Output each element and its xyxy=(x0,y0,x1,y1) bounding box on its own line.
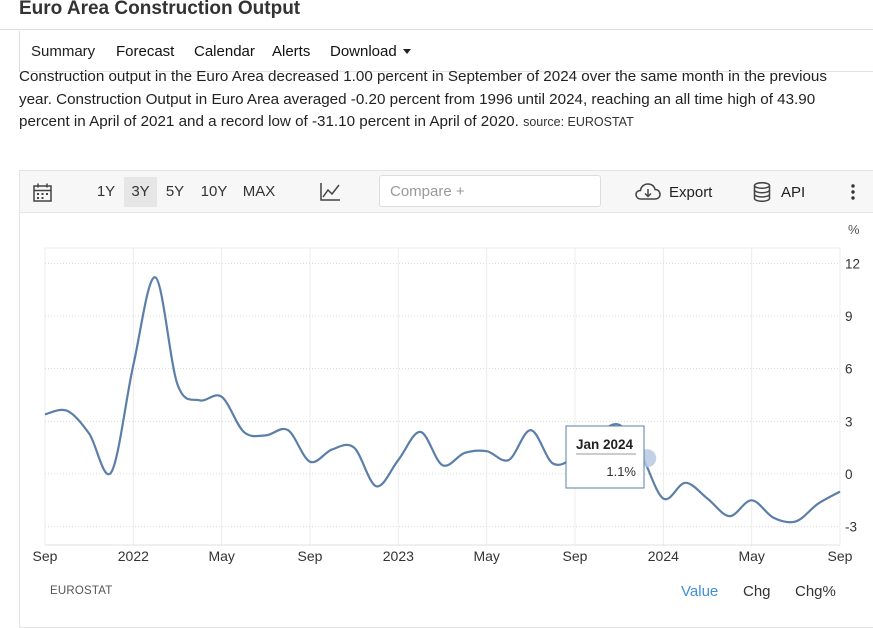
kebab-menu-icon[interactable] xyxy=(850,184,856,205)
x-tick-label: May xyxy=(473,548,499,564)
range-10y-button[interactable]: 10Y xyxy=(200,183,228,200)
compare-input[interactable]: Compare + xyxy=(379,175,601,207)
tab-alerts[interactable]: Alerts xyxy=(272,43,311,60)
x-tick-label: 2022 xyxy=(118,548,149,564)
description-line: percent in April of 2021 and a record lo… xyxy=(19,111,873,130)
y-tick-label: 9 xyxy=(845,309,853,324)
tooltip-value: 1.1% xyxy=(606,464,636,479)
chart-source: EUROSTAT xyxy=(50,585,113,597)
page-title: Euro Area Construction Output xyxy=(19,0,301,19)
y-tick-label: 6 xyxy=(845,362,853,377)
y-tick-label: 3 xyxy=(845,414,853,429)
change-view-button[interactable]: Chg xyxy=(743,583,771,600)
value-view-button[interactable]: Value xyxy=(681,583,719,600)
database-icon[interactable] xyxy=(753,181,771,207)
range-1y-button[interactable]: 1Y xyxy=(96,183,116,200)
x-tick-label: 2023 xyxy=(383,548,414,564)
y-tick-label: -3 xyxy=(845,520,857,535)
range-3y-button[interactable]: 3Y xyxy=(124,177,157,207)
tab-bar: Summary Forecast Calendar Alerts Downloa… xyxy=(19,31,873,72)
tab-download-label: Download xyxy=(330,43,397,60)
chart-toolbar: 1Y 3Y 5Y 10Y MAX Compare + Export API xyxy=(20,171,873,213)
divider xyxy=(0,29,873,30)
y-unit-label: % xyxy=(848,222,860,237)
range-max-button[interactable]: MAX xyxy=(242,183,276,200)
api-button[interactable]: API xyxy=(781,184,806,201)
description: Construction output in the Euro Area dec… xyxy=(19,66,873,130)
description-line: year. Construction Output in Euro Area a… xyxy=(19,90,816,108)
x-tick-label: May xyxy=(738,548,764,564)
tab-forecast[interactable]: Forecast xyxy=(116,43,175,60)
caret-down-icon xyxy=(402,48,411,54)
range-5y-button[interactable]: 5Y xyxy=(165,183,185,200)
description-line: Construction output in the Euro Area dec… xyxy=(19,68,827,85)
x-tick-label: Sep xyxy=(33,548,58,564)
line-chart-icon[interactable] xyxy=(320,182,341,206)
tab-calendar[interactable]: Calendar xyxy=(194,43,255,60)
description-line-text: percent in April of 2021 and a record lo… xyxy=(19,113,519,130)
y-tick-label: 0 xyxy=(845,467,853,482)
cloud-download-icon[interactable] xyxy=(635,183,661,206)
tab-download[interactable]: Download xyxy=(330,31,411,71)
y-tick-label: 12 xyxy=(845,256,860,271)
x-tick-label: 2024 xyxy=(648,548,679,564)
x-tick-label: Sep xyxy=(298,548,323,564)
calendar-icon[interactable] xyxy=(33,183,52,207)
tooltip-box xyxy=(565,425,645,489)
tab-summary[interactable]: Summary xyxy=(31,31,96,71)
series-line xyxy=(44,276,841,524)
export-button[interactable]: Export xyxy=(669,184,713,201)
chart-panel: 1Y 3Y 5Y 10Y MAX Compare + Export API xyxy=(19,170,873,628)
change-percent-view-button[interactable]: Chg% xyxy=(795,583,836,600)
x-tick-label: May xyxy=(208,548,234,564)
tooltip-label: Jan 2024 xyxy=(576,437,634,452)
x-tick-label: Sep xyxy=(828,548,853,564)
description-source: source: EUROSTAT xyxy=(523,115,634,129)
x-tick-label: Sep xyxy=(563,548,588,564)
